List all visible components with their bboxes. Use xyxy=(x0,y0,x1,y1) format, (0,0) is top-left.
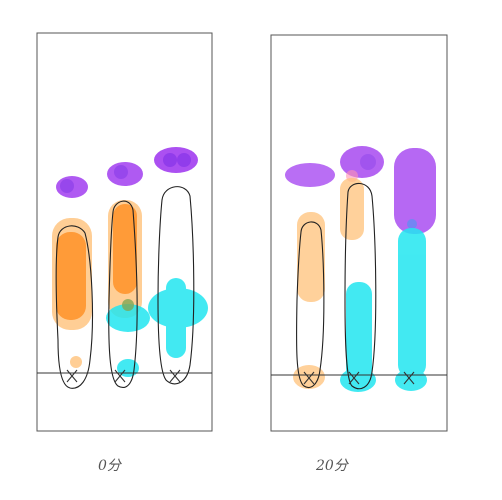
panel-right-lane-2-orange-spot xyxy=(340,178,364,240)
panel-right: 20分 xyxy=(270,34,448,474)
panel-left-lane-3 xyxy=(148,147,208,385)
panel-right-lane-2-outline xyxy=(344,182,377,390)
panel-left-lane-1 xyxy=(52,176,94,389)
panel-left-lane-2-cyan-spot xyxy=(106,299,150,377)
panel-left-lane-2 xyxy=(106,162,150,388)
panel-left-lane-1-outline xyxy=(55,225,94,389)
panel-left-lane-3-outline xyxy=(157,186,195,385)
panel-right-lane-2-purple-spot xyxy=(340,146,384,182)
panel-left-lane-2-orange-spot xyxy=(108,200,142,318)
panel-right-caption: 20分 xyxy=(315,458,350,474)
panel-right-lane-1-outline xyxy=(296,221,325,388)
panel-left-caption: 0分 xyxy=(98,458,123,474)
panel-right-lane-1 xyxy=(285,163,335,389)
panel-right-lane-2-origin-mark xyxy=(348,371,360,385)
panel-right-lane-1-origin-mark xyxy=(303,371,315,385)
panel-left-lane-3-purple-spot xyxy=(154,147,198,173)
panel-left-lane-1-purple-spot xyxy=(56,176,88,198)
panel-right-lane-2 xyxy=(340,146,384,392)
panel-right-lane-3-origin-mark xyxy=(403,371,415,385)
panel-left-frame xyxy=(36,32,213,432)
panel-right-lane-3-purple-spot xyxy=(394,148,436,234)
panel-left-lane-1-origin-mark xyxy=(66,369,78,383)
panel-left: 0分 xyxy=(36,32,213,474)
panel-right-lane-3 xyxy=(394,148,436,391)
panel-right-lane-1-orange-spot xyxy=(293,212,325,389)
panel-left-lane-3-cyan-spot xyxy=(148,278,208,358)
panel-right-frame xyxy=(270,34,448,432)
panel-right-lane-2-cyan-spot xyxy=(340,282,376,392)
panel-left-lane-1-orange-spot xyxy=(52,218,92,368)
panel-left-lane-2-outline xyxy=(108,200,138,388)
panel-left-lane-2-origin-mark xyxy=(114,369,126,383)
panel-left-lane-2-purple-spot xyxy=(107,162,143,186)
panel-right-lane-3-cyan-spot xyxy=(395,228,427,391)
panel-right-lane-1-purple-spot xyxy=(285,163,335,187)
panel-left-lane-3-origin-mark xyxy=(169,369,181,383)
